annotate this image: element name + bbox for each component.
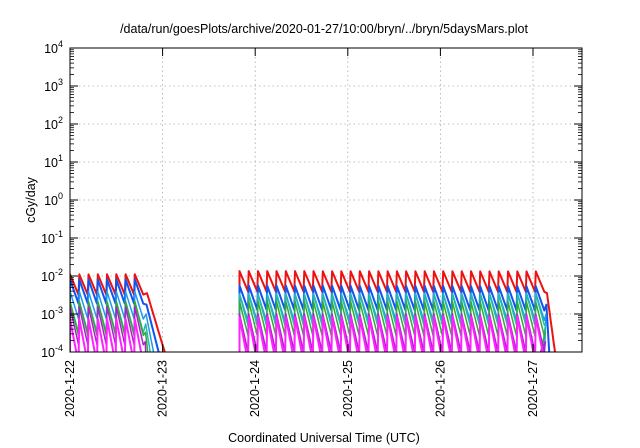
series-line-6-segment-0 (70, 317, 143, 352)
y-tick-label: 101 (44, 153, 63, 170)
series-line-4-segment-1 (238, 300, 547, 352)
series-line-6-segment-1 (238, 315, 544, 352)
y-tick-label: 100 (44, 191, 63, 208)
y-tick-label: 103 (44, 77, 63, 94)
x-tick-label: 2020-1-23 (156, 360, 170, 417)
x-axis-ticks: 2020-1-22 2020-1-23 2020-1-24 2020-1-25 2020… (63, 48, 540, 417)
y-tick-label: 104 (44, 39, 63, 56)
x-tick-label: 2020-1-26 (433, 360, 447, 417)
series-line-3-segment-1 (238, 293, 547, 352)
chart-title: /data/run/goesPlots/archive/2020-01-27/1… (120, 22, 528, 36)
y-axis-label: cGy/day (24, 176, 38, 223)
y-tick-label: 10-4 (41, 343, 63, 360)
series-line-0-segment-1 (238, 270, 557, 352)
x-tick-label: 2020-1-25 (341, 360, 355, 417)
y-tick-label: 10-2 (41, 267, 63, 284)
series-layer (70, 270, 557, 352)
y-tick-label: 10-3 (41, 305, 63, 322)
series-line-1-segment-1 (238, 284, 551, 352)
x-axis-label: Coordinated Universal Time (UTC) (228, 431, 420, 445)
y-axis-ticks: 10-4 10-3 10-2 10-1 100 101 102 103 104 (41, 39, 582, 360)
x-tick-label: 2020-1-27 (526, 360, 540, 417)
y-tick-label: 102 (44, 115, 63, 132)
x-tick-label: 2020-1-24 (248, 360, 262, 417)
x-tick-label: 2020-1-22 (63, 360, 77, 417)
y-tick-label: 10-1 (41, 229, 63, 246)
series-line-5-segment-1 (238, 313, 547, 352)
